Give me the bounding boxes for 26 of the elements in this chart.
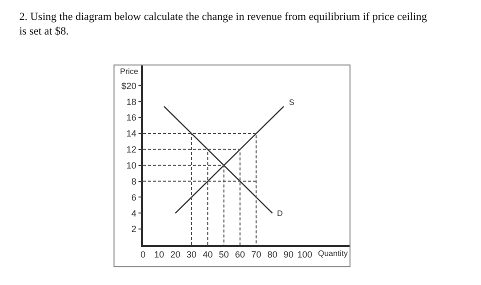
y-tick-label: $20 [121,80,136,91]
series-label: S [289,98,294,107]
chart-title: 2. Using the diagram below calculate the change in revenue from equilibrium if price ceiling is set at $8. [19,10,428,38]
x-tick-label: 40 [202,250,213,260]
y-tick-label: 18 [126,96,136,107]
x-tick-label: 60 [235,250,246,260]
x-tick-label: 80 [267,250,278,260]
x-tick-label: 50 [218,250,229,260]
x-tick-label: 20 [170,250,180,260]
y-tick-label: 4 [131,208,136,218]
x-axis-title: Quantity [318,249,348,258]
y-tick-label: 16 [126,112,136,123]
x-tick-label: 10 [154,250,164,260]
y-tick-label: 2 [131,224,136,234]
y-tick-label: 10 [126,160,136,170]
y-tick-label: 8 [131,176,136,186]
x-tick-label: 30 [186,250,197,260]
y-tick-label: 14 [126,128,136,139]
y-axis-title: Price [120,67,139,76]
x-tick-label: 70 [251,250,262,260]
series-label: D [277,209,283,218]
x-tick-label: 100 [297,250,312,260]
y-tick-label: 6 [131,192,136,202]
y-tick-label: 12 [126,144,136,155]
x-tick-label: 0 [140,250,146,260]
x-tick-label: 90 [284,250,294,260]
